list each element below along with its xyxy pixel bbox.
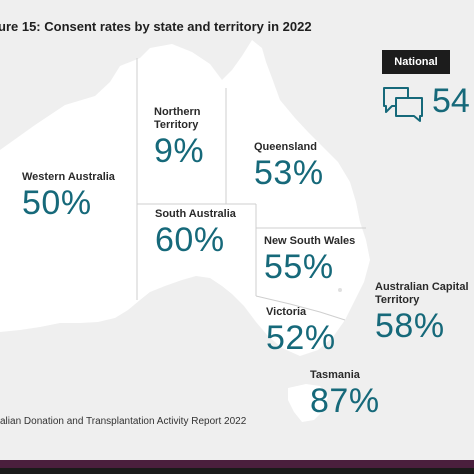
region-new-south-wales: New South Wales 55%: [264, 235, 355, 286]
region-value: 58%: [375, 307, 445, 345]
region-name: Tasmania: [310, 369, 360, 381]
region-name: Australian Capital Territory: [375, 281, 469, 306]
region-act: Australian Capital Territory 58%: [375, 281, 470, 345]
australia-map: [0, 40, 370, 422]
act-marker: [338, 288, 342, 292]
region-tasmania: Tasmania 87%: [310, 369, 380, 420]
bottom-strip: [0, 460, 474, 474]
region-value: 53%: [254, 154, 324, 192]
region-name: South Australia: [155, 208, 236, 220]
region-name: Queensland: [254, 141, 317, 153]
region-value: 50%: [22, 184, 92, 222]
national-badge: National: [382, 50, 450, 74]
speech-bubbles-icon: [383, 87, 423, 122]
region-northern-territory: Northern Territory 9%: [154, 106, 214, 170]
state-borders: [136, 58, 366, 321]
region-value: 9%: [154, 132, 205, 170]
region-value: 52%: [266, 319, 336, 357]
source-note: alian Donation and Transplantation Activ…: [0, 416, 247, 427]
region-value: 87%: [310, 382, 380, 420]
region-queensland: Queensland 53%: [254, 141, 324, 192]
region-victoria: Victoria 52%: [266, 306, 336, 357]
region-value: 60%: [155, 221, 225, 259]
region-name: New South Wales: [264, 235, 356, 247]
region-south-australia: South Australia 60%: [155, 208, 236, 259]
region-value: 55%: [264, 248, 334, 286]
region-name: Western Australia: [22, 171, 115, 183]
national-value: 54: [432, 82, 470, 120]
map-tasmania: [288, 384, 328, 422]
figure-title: ure 15: Consent rates by state and terri…: [0, 19, 312, 34]
region-western-australia: Western Australia 50%: [22, 171, 115, 222]
slide: ure 15: Consent rates by state and terri…: [0, 0, 474, 460]
region-name: Northern Territory: [154, 106, 201, 131]
region-name: Victoria: [266, 306, 307, 318]
map-mainland: [0, 40, 370, 356]
